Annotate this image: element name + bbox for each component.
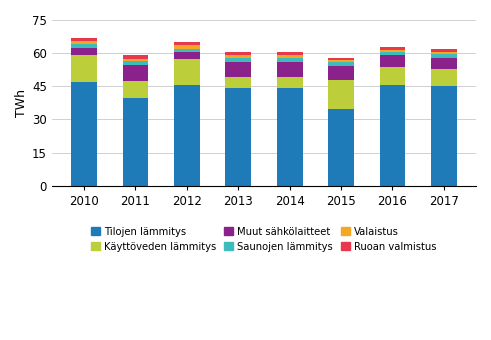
Bar [328, 62, 354, 66]
Bar [328, 57, 354, 60]
Bar [277, 57, 302, 62]
Bar [123, 98, 148, 186]
Bar [71, 55, 97, 82]
Bar [277, 52, 302, 55]
Bar [277, 78, 302, 88]
Bar [174, 46, 200, 49]
Bar [71, 82, 97, 186]
Bar [71, 44, 97, 48]
Bar [123, 65, 148, 81]
Bar [123, 81, 148, 98]
Bar [174, 52, 200, 58]
Bar [225, 62, 251, 78]
Y-axis label: TWh: TWh [15, 89, 28, 117]
Bar [328, 109, 354, 186]
Bar [380, 47, 405, 50]
Bar [71, 38, 97, 41]
Bar [431, 52, 457, 54]
Bar [380, 50, 405, 52]
Bar [328, 66, 354, 80]
Bar [123, 58, 148, 61]
Bar [431, 57, 457, 69]
Legend: Tilojen lämmitys, Käyttöveden lämmitys, Muut sähkölaitteet, Saunojen lämmitys, V: Tilojen lämmitys, Käyttöveden lämmitys, … [88, 224, 440, 255]
Bar [174, 42, 200, 46]
Bar [225, 57, 251, 62]
Bar [71, 41, 97, 44]
Bar [174, 58, 200, 85]
Bar [123, 55, 148, 58]
Bar [71, 48, 97, 55]
Bar [174, 49, 200, 52]
Bar [380, 67, 405, 85]
Bar [380, 52, 405, 55]
Bar [431, 49, 457, 52]
Bar [431, 86, 457, 186]
Bar [328, 60, 354, 62]
Bar [123, 61, 148, 65]
Bar [277, 55, 302, 57]
Bar [174, 85, 200, 186]
Bar [380, 55, 405, 67]
Bar [225, 88, 251, 186]
Bar [277, 88, 302, 186]
Bar [225, 78, 251, 88]
Bar [277, 62, 302, 78]
Bar [225, 52, 251, 55]
Bar [225, 55, 251, 57]
Bar [328, 80, 354, 109]
Bar [380, 85, 405, 186]
Bar [431, 69, 457, 86]
Bar [431, 54, 457, 57]
